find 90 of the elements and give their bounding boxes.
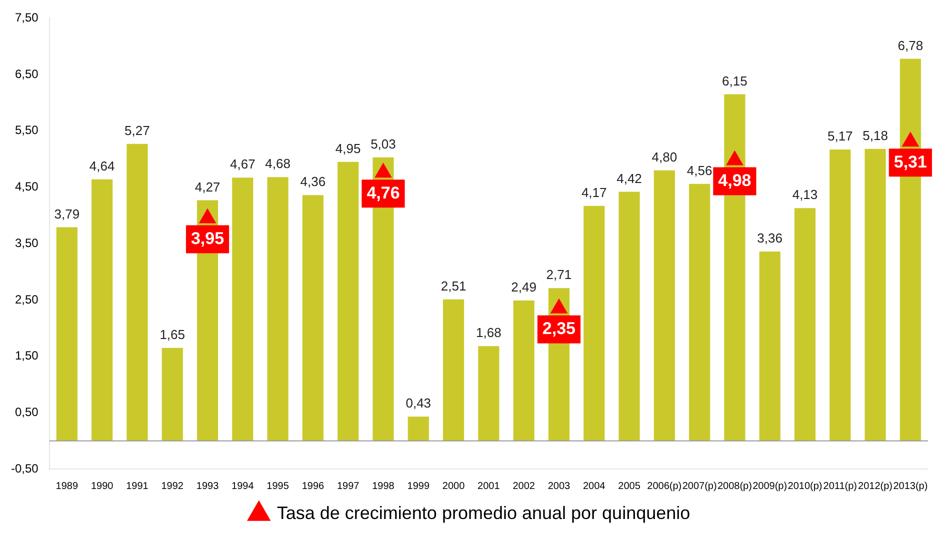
x-tick-label: 2000 xyxy=(442,480,466,492)
x-tick-label: 1998 xyxy=(372,480,395,492)
data-label: 6,15 xyxy=(722,73,748,88)
data-label: 2,35 xyxy=(542,319,576,338)
x-tick-label: 1992 xyxy=(161,480,184,492)
y-tick-label: 7,50 xyxy=(14,10,39,25)
data-label: 4,68 xyxy=(265,156,290,172)
bar xyxy=(759,251,780,441)
x-tick-label: 2010(p) xyxy=(788,480,822,492)
x-tick-label: 1996 xyxy=(302,480,325,492)
data-label: 4,80 xyxy=(652,149,678,164)
data-label: 3,36 xyxy=(757,230,782,246)
point xyxy=(550,298,568,314)
data-label: 1,68 xyxy=(476,325,502,340)
bar xyxy=(584,206,605,441)
x-tick-label: 2004 xyxy=(582,480,606,492)
bar xyxy=(302,195,324,441)
data-label: 5,03 xyxy=(370,136,396,152)
data-label: 4,95 xyxy=(335,140,361,156)
bar xyxy=(338,162,359,441)
data-label: 4,27 xyxy=(194,179,220,194)
data-label: 4,42 xyxy=(616,170,642,186)
y-tick-label: 6,50 xyxy=(14,66,39,81)
bar xyxy=(654,170,675,441)
data-label: 4,64 xyxy=(89,158,115,174)
data-label: 6,78 xyxy=(898,38,924,53)
x-tick-label: 2011(p) xyxy=(823,480,857,492)
bar xyxy=(830,149,851,441)
x-tick-label: 2002 xyxy=(512,480,536,492)
data-label: 1,65 xyxy=(160,326,186,342)
data-label: 4,76 xyxy=(366,183,400,202)
bar xyxy=(92,179,113,441)
x-tick-label: 1993 xyxy=(196,480,220,492)
x-tick-label: 1990 xyxy=(90,480,114,492)
data-label: 5,27 xyxy=(124,122,150,138)
y-tick-label: 3,50 xyxy=(14,236,39,250)
x-tick-label: 2008(p) xyxy=(717,480,752,492)
bar xyxy=(162,348,183,441)
data-label: 4,13 xyxy=(792,187,818,202)
point xyxy=(726,150,743,166)
x-tick-label: 1994 xyxy=(232,480,254,492)
data-label: 3,95 xyxy=(190,228,224,248)
bar xyxy=(513,300,534,441)
legend-label: Tasa de crecimiento promedio anual por quinquenio xyxy=(276,502,690,523)
data-label: 5,18 xyxy=(862,128,888,144)
x-tick-label: 1995 xyxy=(266,480,290,492)
bar xyxy=(478,346,500,441)
x-tick-label: 1999 xyxy=(407,480,430,492)
y-tick-label: 2,50 xyxy=(14,292,39,306)
data-label: 4,36 xyxy=(300,174,326,190)
x-tick-label: 2006(p) xyxy=(647,480,682,492)
bar xyxy=(689,184,710,441)
y-tick-label: 1,50 xyxy=(14,348,39,363)
bar xyxy=(267,177,288,441)
x-tick-label: 1989 xyxy=(56,480,78,492)
bar xyxy=(126,144,148,441)
bar xyxy=(408,416,429,441)
data-label: 4,56 xyxy=(686,162,712,178)
data-label: 2,49 xyxy=(511,280,536,295)
x-tick-label: 2013(p) xyxy=(893,480,928,492)
point xyxy=(902,132,919,147)
x-tick-label: 2012(p) xyxy=(858,480,893,492)
data-label: 5,31 xyxy=(894,152,927,172)
data-label: 2,51 xyxy=(440,278,466,294)
x-tick-label: 2007(p) xyxy=(682,480,717,492)
bar xyxy=(56,227,78,441)
bar xyxy=(864,148,886,441)
point xyxy=(374,163,392,178)
y-tick-label: 0,50 xyxy=(14,404,39,419)
y-tick-label: 5,50 xyxy=(14,123,39,138)
x-tick-label: 1997 xyxy=(336,480,360,492)
y-tick-label: -0,50 xyxy=(10,461,39,476)
bar xyxy=(618,192,640,441)
data-label: 4,98 xyxy=(718,170,752,190)
bar xyxy=(232,178,254,441)
x-tick-label: 2001 xyxy=(478,480,500,492)
data-label: 4,67 xyxy=(230,156,256,172)
data-label: 0,43 xyxy=(406,396,432,411)
data-label: 3,79 xyxy=(54,206,80,222)
data-label: 2,71 xyxy=(546,267,572,282)
x-tick-label: 2003 xyxy=(548,480,571,492)
bar xyxy=(442,299,464,441)
x-tick-label: 2005 xyxy=(618,480,641,492)
y-tick-label: 4,50 xyxy=(14,180,39,194)
bar xyxy=(794,208,816,441)
x-tick-label: 2009(p) xyxy=(752,480,788,492)
data-label: 4,17 xyxy=(581,184,607,200)
x-tick-label: 1991 xyxy=(126,480,149,492)
data-label: 5,17 xyxy=(827,128,853,144)
point xyxy=(199,208,216,224)
